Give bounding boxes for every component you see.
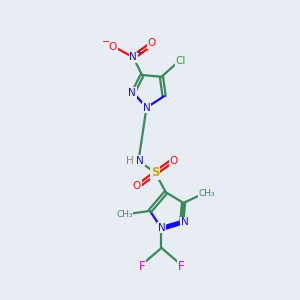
Text: N: N bbox=[181, 218, 188, 227]
Text: F: F bbox=[178, 260, 184, 274]
Text: O: O bbox=[133, 181, 141, 191]
Text: H: H bbox=[126, 156, 134, 166]
Text: N: N bbox=[128, 88, 136, 98]
Text: O: O bbox=[109, 42, 117, 52]
Text: O: O bbox=[170, 156, 178, 166]
Text: N: N bbox=[129, 52, 137, 62]
Text: N: N bbox=[158, 223, 165, 232]
Text: +: + bbox=[135, 48, 142, 57]
Text: Cl: Cl bbox=[176, 56, 186, 66]
Text: F: F bbox=[139, 260, 145, 274]
Text: −: − bbox=[102, 38, 110, 47]
Text: O: O bbox=[148, 38, 156, 48]
Text: CH₃: CH₃ bbox=[116, 210, 133, 219]
Text: N: N bbox=[136, 156, 144, 166]
Text: CH₃: CH₃ bbox=[198, 189, 215, 198]
Text: S: S bbox=[151, 167, 160, 179]
Text: N: N bbox=[142, 103, 150, 112]
